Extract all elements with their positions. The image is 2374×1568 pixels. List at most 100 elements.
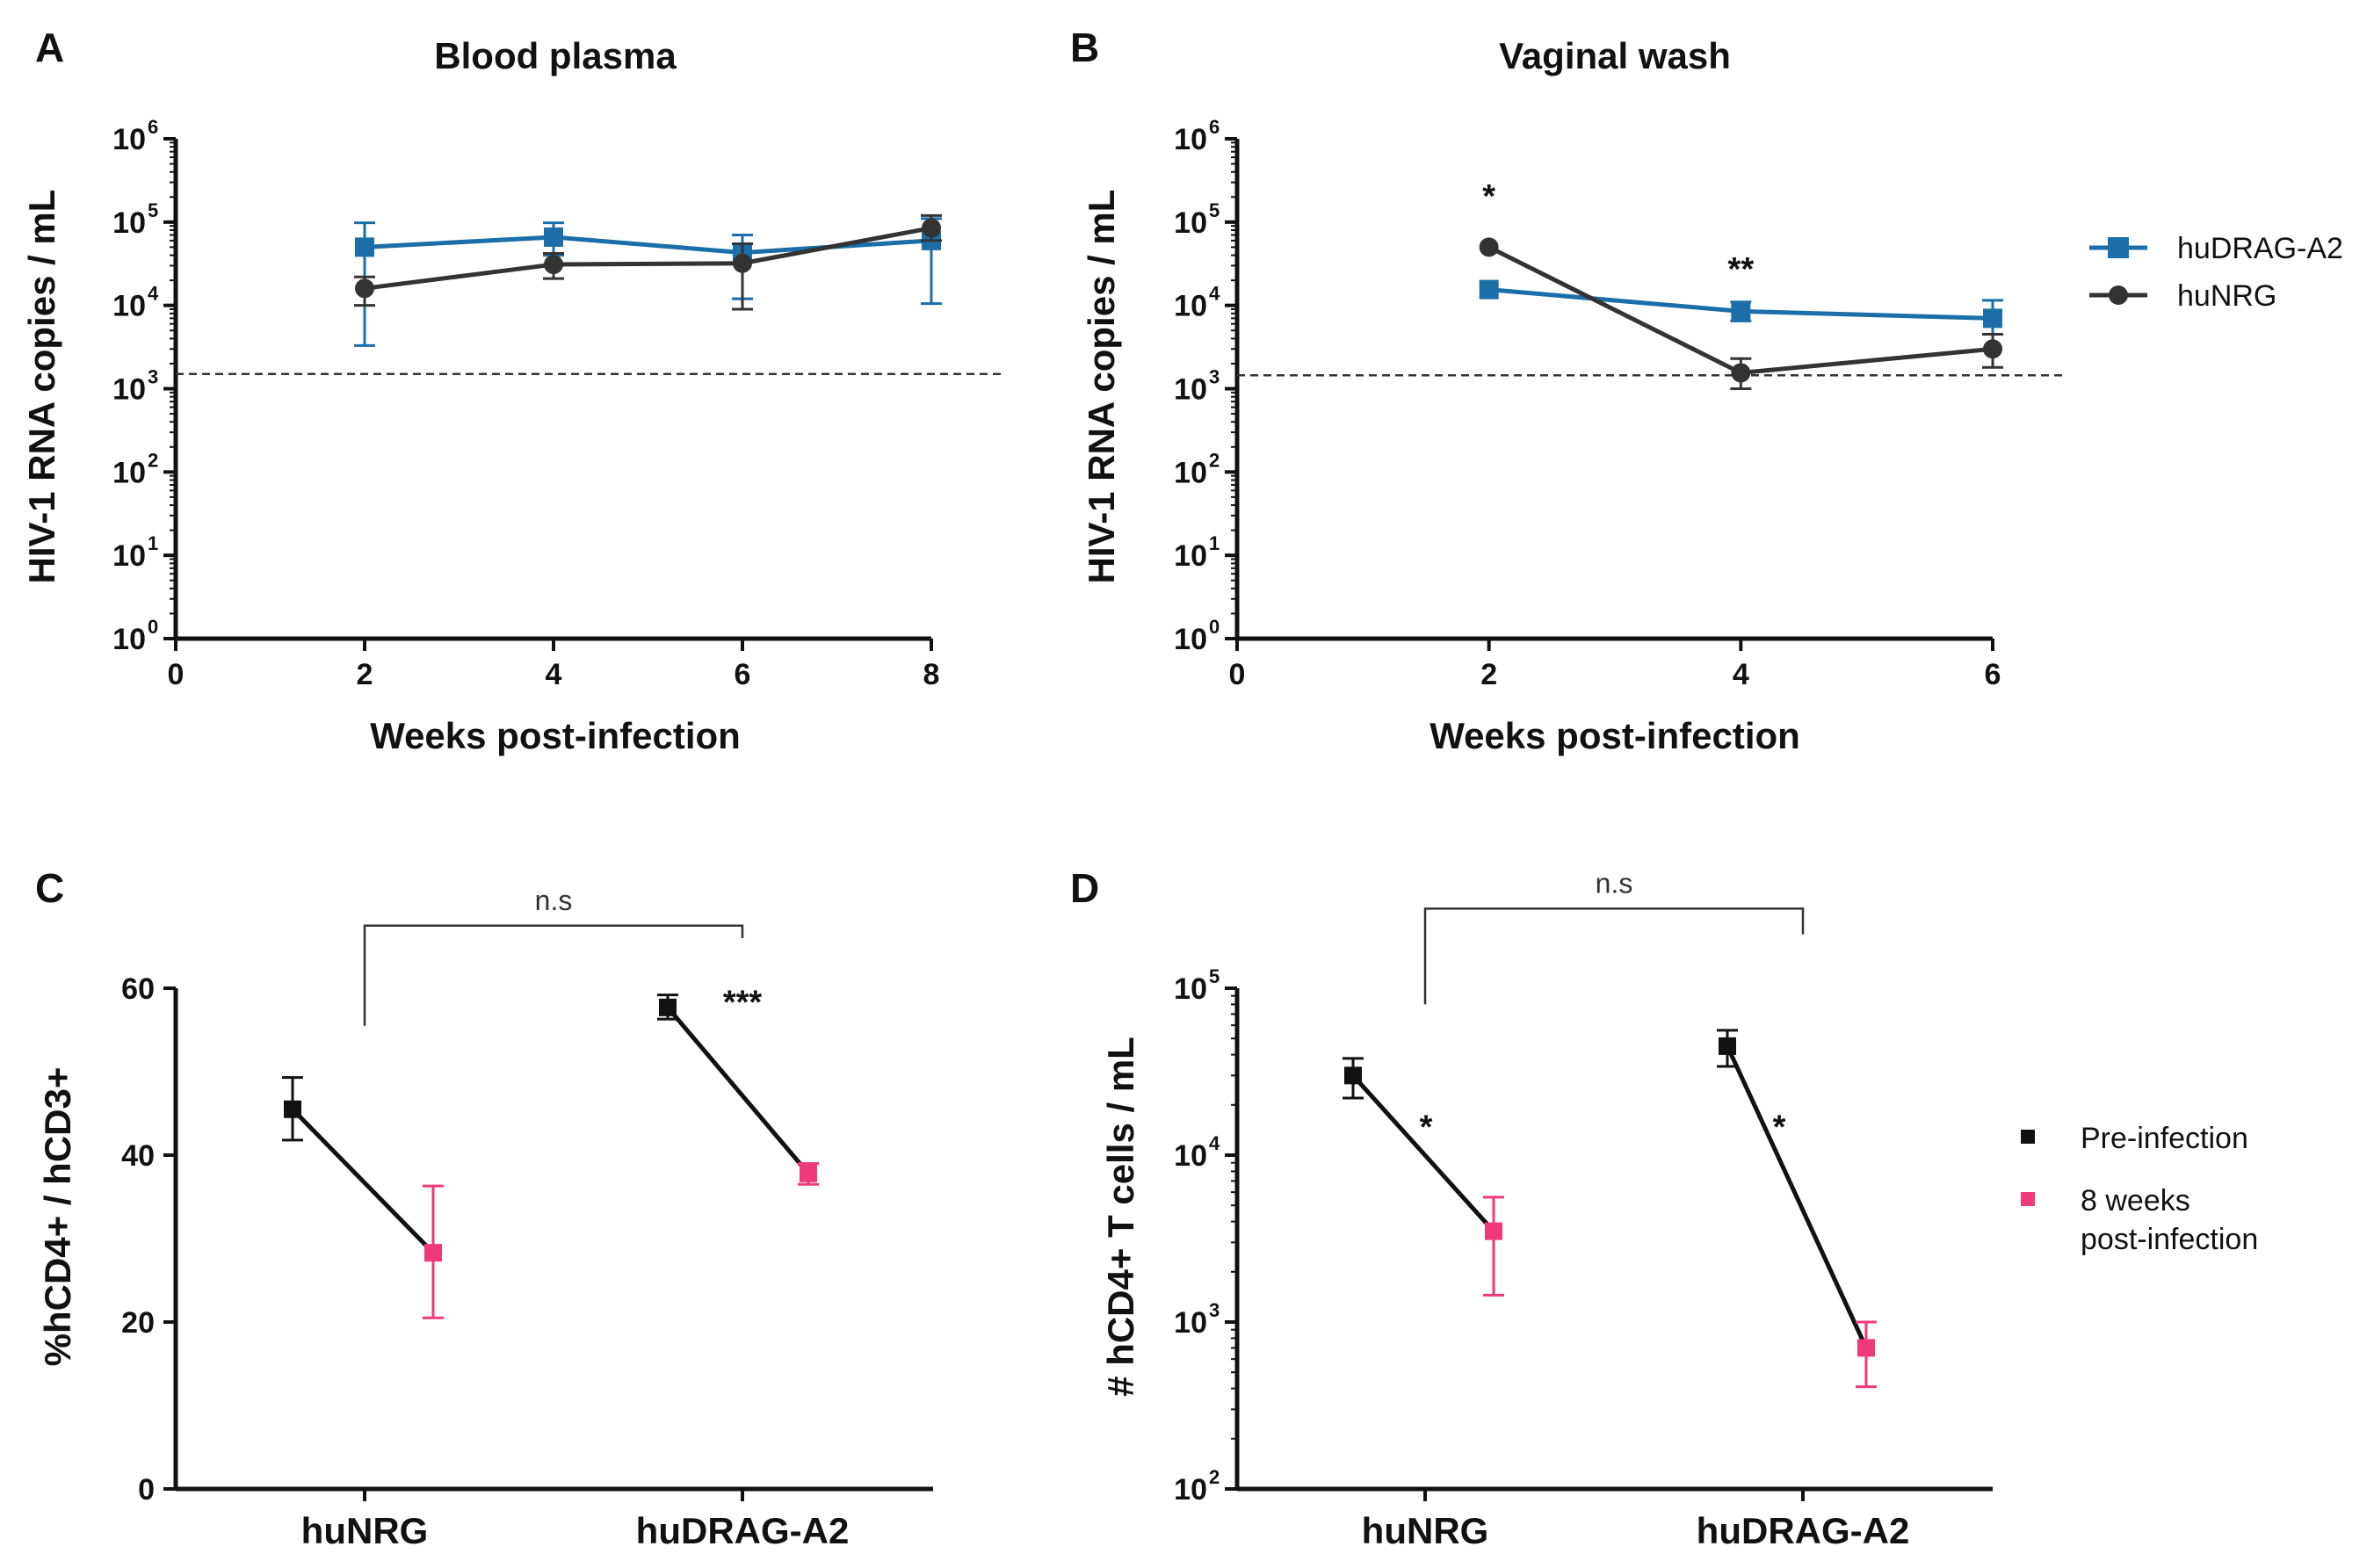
significance-mark: *** (723, 984, 763, 1021)
y-tick-label: 10 (1174, 1139, 1207, 1173)
legend-label-post-line2: post-infection (2081, 1223, 2258, 1256)
y-tick-label: 40 (121, 1139, 155, 1173)
connector-line (1351, 1073, 1495, 1233)
comparison-bracket (363, 924, 744, 1026)
panel-b-title: Vaginal wash (1499, 35, 1731, 76)
y-tick-label: 10 (1174, 1473, 1207, 1507)
y-tick-exponent: 4 (148, 283, 159, 305)
y-tick-label: 10 (112, 373, 146, 407)
y-tick-label: 10 (112, 290, 146, 323)
data-point (355, 237, 374, 257)
panel-a-chart: A Blood plasma Weeks post-infection HIV-… (21, 25, 1002, 756)
legend-marker-pre (2021, 1130, 2035, 1144)
y-tick-label: 0 (138, 1473, 155, 1507)
y-tick-label: 10 (1174, 123, 1207, 156)
y-tick-exponent: 4 (1209, 1132, 1220, 1154)
significance-mark: ** (1728, 251, 1755, 288)
panel-d-label: D (1070, 865, 1099, 911)
data-point (733, 253, 752, 273)
data-point-pre (659, 998, 677, 1016)
y-tick-label: 10 (1174, 456, 1207, 489)
y-tick-exponent: 0 (148, 616, 158, 638)
data-point (922, 218, 941, 238)
y-tick-exponent: 3 (1209, 366, 1220, 388)
x-tick-label: 0 (168, 658, 185, 691)
significance-mark: * (1482, 178, 1495, 215)
y-tick-label: 10 (112, 206, 146, 240)
connector-line (666, 1006, 810, 1175)
y-tick-exponent: 5 (1209, 965, 1220, 987)
y-tick-label: 10 (1174, 1306, 1207, 1340)
y-tick-label: 10 (1174, 206, 1207, 240)
y-tick-exponent: 2 (1209, 1466, 1220, 1488)
legend-marker-post (2021, 1192, 2035, 1206)
data-point (1479, 279, 1499, 300)
y-tick-label: 10 (112, 456, 146, 489)
connector-line (1725, 1044, 1869, 1349)
data-point-post (1857, 1339, 1875, 1357)
bracket-label: n.s (535, 885, 573, 916)
data-point (1479, 237, 1499, 257)
panel-c-chart: C %hCD4+ / hCD3+ 0 20 40 60 huNRG huDRAG-A2 n.… (35, 865, 933, 1551)
x-tick-label: 6 (735, 658, 751, 691)
y-tick-exponent: 5 (148, 199, 158, 221)
legend-marker-hunrg (2109, 285, 2128, 305)
data-point (1731, 363, 1751, 383)
panel-c-label: C (35, 865, 64, 911)
y-tick-exponent: 4 (1209, 283, 1220, 305)
comparison-bracket (1423, 907, 1805, 1005)
x-tick-label: 2 (1480, 658, 1497, 691)
data-point-post (1485, 1222, 1502, 1240)
y-tick-exponent: 0 (1209, 616, 1220, 638)
data-point (544, 227, 563, 247)
y-tick-label: 10 (1174, 539, 1207, 573)
data-point (1983, 308, 2002, 329)
y-tick-exponent: 6 (1209, 116, 1220, 138)
data-point (544, 255, 563, 275)
y-tick-exponent: 2 (148, 449, 158, 471)
legend-label-pre: Pre-infection (2081, 1122, 2248, 1155)
y-tick-exponent: 3 (148, 366, 158, 388)
x-category-label: huDRAG-A2 (1697, 1510, 1910, 1551)
series-line-huNRG (364, 226, 932, 291)
y-tick-label: 60 (121, 972, 155, 1006)
x-category-label: huNRG (301, 1510, 429, 1551)
legend-label-hudrag: huDRAG-A2 (2177, 232, 2343, 265)
panel-d-ylabel: # hCD4+ T cells / mL (1100, 1037, 1141, 1397)
x-category-label: huDRAG-A2 (636, 1510, 850, 1551)
y-tick-label: 10 (112, 123, 146, 156)
panel-b-xlabel: Weeks post-infection (1429, 715, 1800, 756)
panel-c-ylabel: %hCD4+ / hCD3+ (37, 1067, 78, 1367)
y-tick-exponent: 1 (1209, 532, 1220, 554)
panel-a-xlabel: Weeks post-infection (370, 715, 741, 756)
data-point-post (424, 1244, 442, 1262)
x-tick-label: 6 (1985, 658, 2001, 691)
data-point (355, 278, 374, 299)
connector-line (291, 1108, 435, 1254)
x-category-label: huNRG (1362, 1510, 1489, 1551)
panel-b-ylabel: HIV-1 RNA copies / mL (1081, 190, 1122, 584)
significance-mark: * (1773, 1109, 1786, 1146)
y-tick-label: 10 (112, 623, 146, 656)
y-tick-exponent: 1 (148, 532, 158, 554)
panel-d-legend: Pre-infection 8 weeks post-infection (2021, 1122, 2258, 1256)
x-tick-label: 4 (546, 658, 562, 691)
data-point (1731, 301, 1751, 322)
y-tick-exponent: 5 (1209, 199, 1220, 221)
y-tick-exponent: 2 (1209, 449, 1220, 471)
y-tick-label: 10 (1174, 373, 1207, 407)
panel-b-chart: B Vaginal wash Weeks post-infection HIV-… (1070, 25, 2343, 756)
y-tick-label: 10 (1174, 290, 1207, 323)
bracket-label: n.s (1596, 867, 1633, 899)
legend-label-hunrg: huNRG (2177, 279, 2276, 313)
y-tick-label: 20 (121, 1306, 155, 1340)
data-point-pre (1719, 1037, 1736, 1055)
panel-a-label: A (35, 25, 64, 70)
y-tick-exponent: 6 (148, 116, 158, 138)
y-tick-exponent: 3 (1209, 1299, 1220, 1321)
data-point-post (800, 1164, 817, 1182)
y-tick-label: 10 (112, 539, 146, 573)
legend-label-post: 8 weeks (2081, 1184, 2190, 1218)
y-tick-label: 10 (1174, 972, 1207, 1006)
